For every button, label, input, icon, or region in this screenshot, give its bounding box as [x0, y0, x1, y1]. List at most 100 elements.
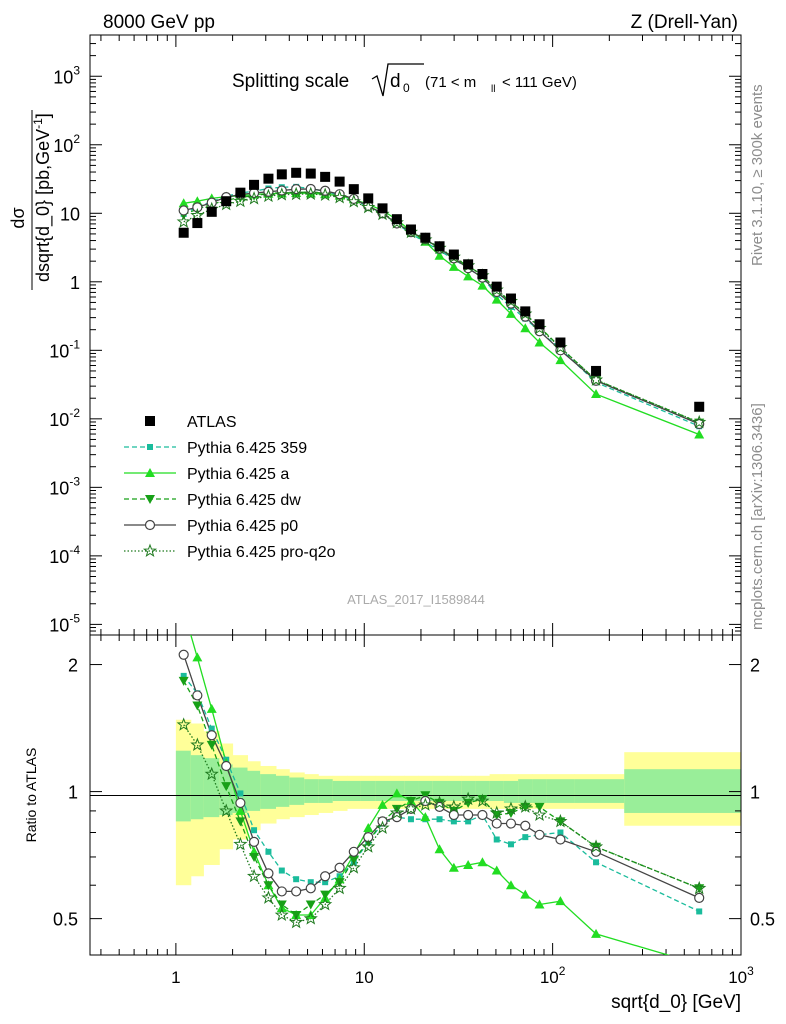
title-range-end: < 111 GeV) [502, 74, 577, 91]
ratio-point-pq2o [389, 805, 404, 819]
point-pq2o [318, 187, 333, 201]
side-label-mcplots: mcplots.cern.ch [arXiv:1306.3436] [749, 403, 766, 630]
y-tick-label-main: 10 [60, 204, 80, 224]
band-inner [624, 769, 742, 813]
ratio-point-pq2o [461, 791, 476, 806]
ratio-line-p359 [183, 675, 700, 912]
ratio-point-p359 [251, 827, 258, 834]
y-tick-label-main: 1 [70, 273, 80, 293]
point-pp0 [178, 205, 189, 216]
point-pq2o [303, 186, 318, 201]
point-atlas [348, 184, 359, 195]
point-atlas [263, 173, 274, 184]
ratio-point-pdw [391, 804, 402, 814]
series-line-pa [183, 192, 700, 436]
ratio-point-pq2o [246, 868, 262, 883]
point-pa [505, 308, 516, 318]
ratio-point-pa [555, 896, 566, 906]
ratio-point-p359 [507, 841, 514, 848]
ratio-point-p359 [436, 816, 443, 823]
series-line-pp0 [183, 188, 700, 425]
ratio-point-pq2o [289, 914, 304, 929]
point-atlas [235, 187, 246, 198]
ratio-point-pa [420, 812, 431, 822]
ratio-point-pdw [276, 900, 287, 910]
ratio-point-p359 [322, 879, 329, 886]
ratio-point-pdw [178, 676, 189, 686]
y-tick-label-ratio-right: 1 [750, 783, 760, 803]
ratio-point-pa [520, 889, 531, 899]
ratio-point-pp0 [448, 809, 459, 821]
ratio-point-pq2o [303, 911, 318, 925]
x-tick-label: 10 [355, 968, 374, 987]
ratio-point-p359 [208, 725, 215, 732]
band-inner [360, 780, 377, 801]
ratio-point-p359 [307, 879, 314, 886]
legend-marker-pp0 [144, 519, 156, 531]
legend-label-pa: Pythia 6.425 a [187, 466, 289, 483]
ratio-point-pa [591, 928, 602, 938]
ratio-line-pq2o [183, 724, 700, 923]
ratio-point-p359 [293, 876, 300, 883]
ratio-point-pp0 [491, 818, 502, 829]
ratio-point-pdw [249, 852, 260, 862]
ratio-point-pq2o [503, 801, 519, 815]
ylabel-den-sup: -1 [31, 118, 45, 129]
point-atlas [334, 176, 345, 187]
band-inner [489, 780, 505, 801]
x-axis-label: sqrt{d_0} [GeV] [611, 992, 741, 1013]
ylabel-numerator: dσ [8, 207, 28, 228]
point-atlas [377, 203, 388, 214]
point-atlas [221, 196, 232, 207]
legend-marker-pdw [145, 495, 155, 504]
legend-label-pq2o: Pythia 6.425 pro-q2o [187, 544, 336, 561]
x-tick-label: 102 [540, 964, 566, 987]
point-pp0 [334, 189, 345, 200]
x-tick-label: 103 [728, 964, 754, 987]
ratio-point-pp0 [334, 862, 345, 873]
ratio-point-pq2o [261, 890, 276, 904]
sqrt-sign-icon [371, 63, 424, 97]
point-pq2o [692, 414, 707, 429]
point-atlas [591, 365, 602, 376]
title-range-sub: ll [491, 84, 495, 95]
ratio-line-pdw [183, 680, 700, 916]
ratio-point-p359 [696, 908, 703, 915]
point-pa [477, 280, 488, 290]
legend-label-atlas: ATLAS [187, 414, 237, 431]
point-pa [555, 355, 566, 365]
y-tick-label-ratio: 1 [68, 783, 78, 803]
point-atlas [477, 268, 488, 279]
legend-label-pp0: Pythia 6.425 p0 [187, 518, 298, 535]
ratio-point-pdw [420, 791, 431, 801]
ratio-point-pp0 [477, 809, 488, 821]
band-inner [276, 775, 290, 807]
legend-label-p359: Pythia 6.425 359 [187, 440, 307, 457]
y-tick-label-main: 10-5 [49, 611, 80, 635]
point-atlas [491, 281, 502, 292]
ratio-point-pdw [320, 890, 331, 900]
point-pq2o [176, 214, 191, 228]
point-pa [463, 271, 474, 281]
ratio-point-pp0 [320, 871, 331, 882]
axis-tick-labels: 1 10 102 10310-510-410-310-210-11101021030.… [49, 63, 775, 987]
ylabel-den-text: dsqrt{d_0} [pb,GeV [33, 129, 54, 282]
point-atlas [448, 249, 459, 260]
ratio-point-pq2o [375, 820, 390, 834]
y-tick-label-ratio-right: 0.5 [750, 910, 775, 930]
band-inner [332, 780, 348, 801]
band-inner [247, 770, 261, 811]
series-line-pdw [183, 191, 700, 424]
band-inner [532, 779, 548, 803]
ratio-point-pp0 [348, 846, 359, 857]
y-axis-label-main: dσ dsqrt{d_0} [pb,GeV-1] [8, 110, 54, 290]
band-inner [518, 779, 533, 803]
ratio-point-pq2o [274, 907, 289, 922]
ratio-uncertainty-bands [175, 719, 742, 886]
ratio-point-pp0 [505, 818, 517, 829]
main-series-markers [176, 167, 707, 439]
ratio-point-pdw [477, 795, 488, 805]
ratio-point-pdw [192, 701, 203, 711]
point-atlas [434, 241, 445, 252]
series-line-pq2o [183, 193, 700, 423]
